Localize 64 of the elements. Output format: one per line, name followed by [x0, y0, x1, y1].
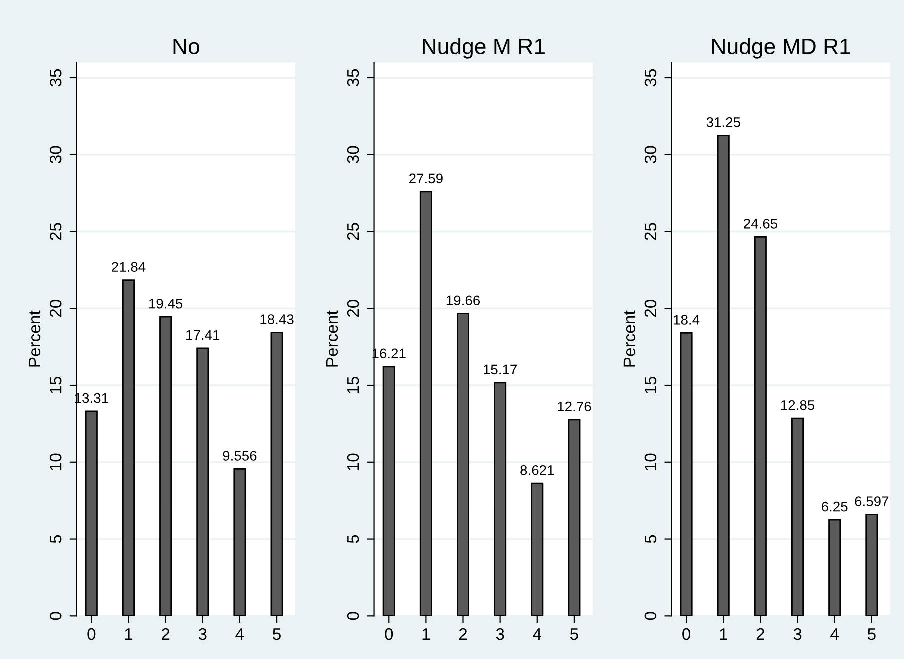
y-tick-label: 15 [50, 376, 62, 394]
x-tick-label: 1 [422, 628, 430, 640]
y-tick-label: 35 [644, 69, 657, 87]
x-tick-label: 5 [868, 628, 876, 640]
x-tick-label: 1 [720, 628, 728, 640]
x-tick-label: 3 [794, 628, 802, 640]
data-label: 6.597 [855, 496, 889, 506]
data-label: 17.41 [186, 330, 220, 340]
y-tick-label: 20 [644, 300, 657, 318]
y-tick-label: 30 [50, 146, 62, 164]
data-label: 18.4 [674, 315, 700, 325]
y-tick-label: 30 [347, 146, 360, 164]
data-label: 6.25 [822, 502, 848, 512]
data-label: 27.59 [410, 174, 443, 184]
data-label: 8.621 [520, 465, 554, 476]
y-tick-label: 25 [347, 223, 360, 240]
data-label: 19.45 [149, 298, 183, 309]
y-tick-label: 0 [347, 612, 360, 620]
x-tick-label: 2 [459, 628, 468, 640]
y-axis-title: Percent [624, 310, 636, 367]
chart-title: Nudge M R1 [423, 38, 545, 59]
y-tick-label: 15 [645, 376, 657, 394]
x-tick-label: 1 [125, 628, 133, 640]
y-tick-label: 15 [348, 376, 360, 394]
y-tick-label: 25 [644, 223, 657, 240]
y-tick-label: 35 [347, 69, 360, 87]
y-tick-label: 30 [644, 146, 657, 164]
y-tick-label: 5 [645, 535, 657, 544]
x-tick-label: 2 [162, 628, 170, 640]
y-tick-label: 0 [50, 612, 62, 620]
x-tick-label: 5 [273, 628, 281, 640]
data-label: 31.25 [706, 118, 740, 128]
y-axis-title: Percent [326, 310, 338, 367]
data-label: 24.65 [744, 218, 778, 229]
y-tick-label: 10 [50, 454, 62, 470]
data-label: 9.556 [223, 451, 257, 461]
y-tick-label: 10 [347, 454, 360, 470]
data-label: 19.66 [446, 296, 480, 306]
x-tick-label: 5 [570, 628, 578, 640]
x-tick-label: 3 [496, 628, 504, 640]
x-tick-label: 4 [830, 628, 839, 640]
y-axis-title: Percent [29, 310, 41, 367]
data-label: 21.84 [112, 262, 146, 272]
x-tick-label: 4 [236, 628, 244, 640]
chart-title: No [174, 38, 200, 54]
y-tick-label: 10 [644, 454, 657, 470]
y-tick-label: 5 [50, 535, 62, 544]
y-tick-label: 5 [348, 535, 360, 544]
y-tick-label: 20 [50, 300, 62, 318]
x-tick-label: 2 [756, 628, 764, 640]
chart-title: Nudge MD R1 [712, 38, 850, 59]
y-tick-label: 25 [50, 223, 62, 240]
x-tick-label: 0 [88, 628, 96, 640]
data-label: 12.85 [781, 400, 815, 410]
x-tick-label: 0 [682, 628, 691, 640]
y-tick-label: 20 [347, 300, 360, 318]
y-tick-label: 0 [644, 612, 657, 620]
x-tick-label: 4 [533, 628, 542, 640]
y-tick-label: 35 [50, 69, 62, 87]
x-tick-label: 0 [385, 628, 394, 640]
data-label: 12.76 [558, 402, 592, 412]
data-label: 18.43 [260, 314, 294, 324]
data-label: 15.17 [484, 364, 518, 375]
x-tick-label: 3 [198, 628, 207, 640]
